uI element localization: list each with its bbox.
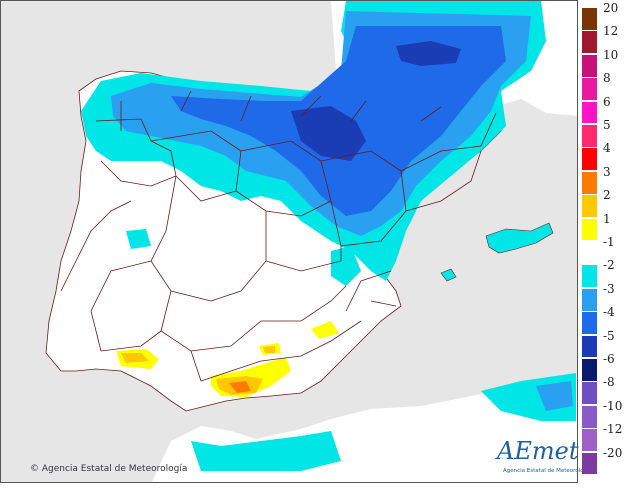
map-canvas	[1, 1, 577, 482]
legend-swatch	[582, 405, 597, 428]
legend-swatch	[582, 359, 597, 381]
legend-label: -5	[603, 328, 615, 343]
legend-swatch	[582, 101, 597, 124]
legend-label: 5	[603, 118, 611, 132]
legend-swatch	[582, 125, 597, 147]
legend-label: 8	[603, 71, 611, 86]
legend-label: 1	[603, 211, 611, 226]
legend-label: 4	[603, 141, 611, 156]
legend-label: -4	[603, 305, 615, 320]
color-legend: 20 12 10 8 6 5 4 3 2 1 -1 -2 -3 -4 -5 -6 -8 -10 -12 -20	[582, 2, 630, 476]
legend-swatch	[582, 8, 597, 30]
logo-subtitle: Agencia Estatal de Meteorología	[503, 468, 592, 474]
region-boundaries	[60, 90, 497, 382]
legend-label: 2	[603, 188, 611, 203]
legend-label: -10	[603, 398, 623, 413]
legend-swatch	[582, 429, 597, 452]
temperature-anomaly-map	[0, 0, 578, 483]
balearic-islands	[440, 222, 554, 282]
legend-swatch	[582, 335, 597, 358]
logo-wordmark: AEmet	[497, 437, 579, 465]
legend-label: -6	[603, 352, 615, 366]
legend-swatch	[582, 54, 597, 77]
legend-swatch	[582, 382, 597, 405]
legend-swatch	[582, 195, 597, 218]
legend-label: -3	[603, 281, 615, 296]
legend-swatch	[582, 78, 597, 101]
legend-swatch	[582, 452, 597, 475]
legend-swatch	[582, 312, 597, 335]
copyright-text: Agencia Estatal de Meteorología	[41, 464, 188, 474]
copyright-notice: © Agencia Estatal de Meteorología	[30, 464, 187, 474]
legend-swatch	[582, 31, 597, 54]
legend-label: -20	[603, 445, 623, 460]
legend-swatch	[582, 265, 597, 288]
legend-label: 6	[603, 94, 611, 109]
legend-swatch	[582, 148, 597, 171]
legend-swatch	[582, 171, 597, 194]
anomaly-blue-south	[536, 381, 573, 411]
copyright-symbol: ©	[30, 464, 39, 474]
anomaly-cyan-south	[126, 229, 576, 471]
legend-label: -1	[603, 235, 615, 249]
legend-label: 3	[603, 164, 611, 179]
legend-swatch	[582, 288, 597, 311]
legend-label: 20	[603, 1, 619, 15]
legend-label: -2	[603, 258, 615, 273]
legend-swatch	[582, 218, 597, 241]
legend-label: 10	[603, 47, 619, 62]
legend-label: -8	[603, 375, 615, 390]
legend-label: 12	[603, 24, 619, 39]
aemet-logo: AEmet Agencia Estatal de Meteorología	[497, 437, 592, 479]
anomaly-navy-core	[291, 41, 461, 161]
legend-swatch	[582, 242, 597, 264]
anomaly-orange	[229, 381, 251, 393]
legend-label: -12	[603, 422, 623, 437]
